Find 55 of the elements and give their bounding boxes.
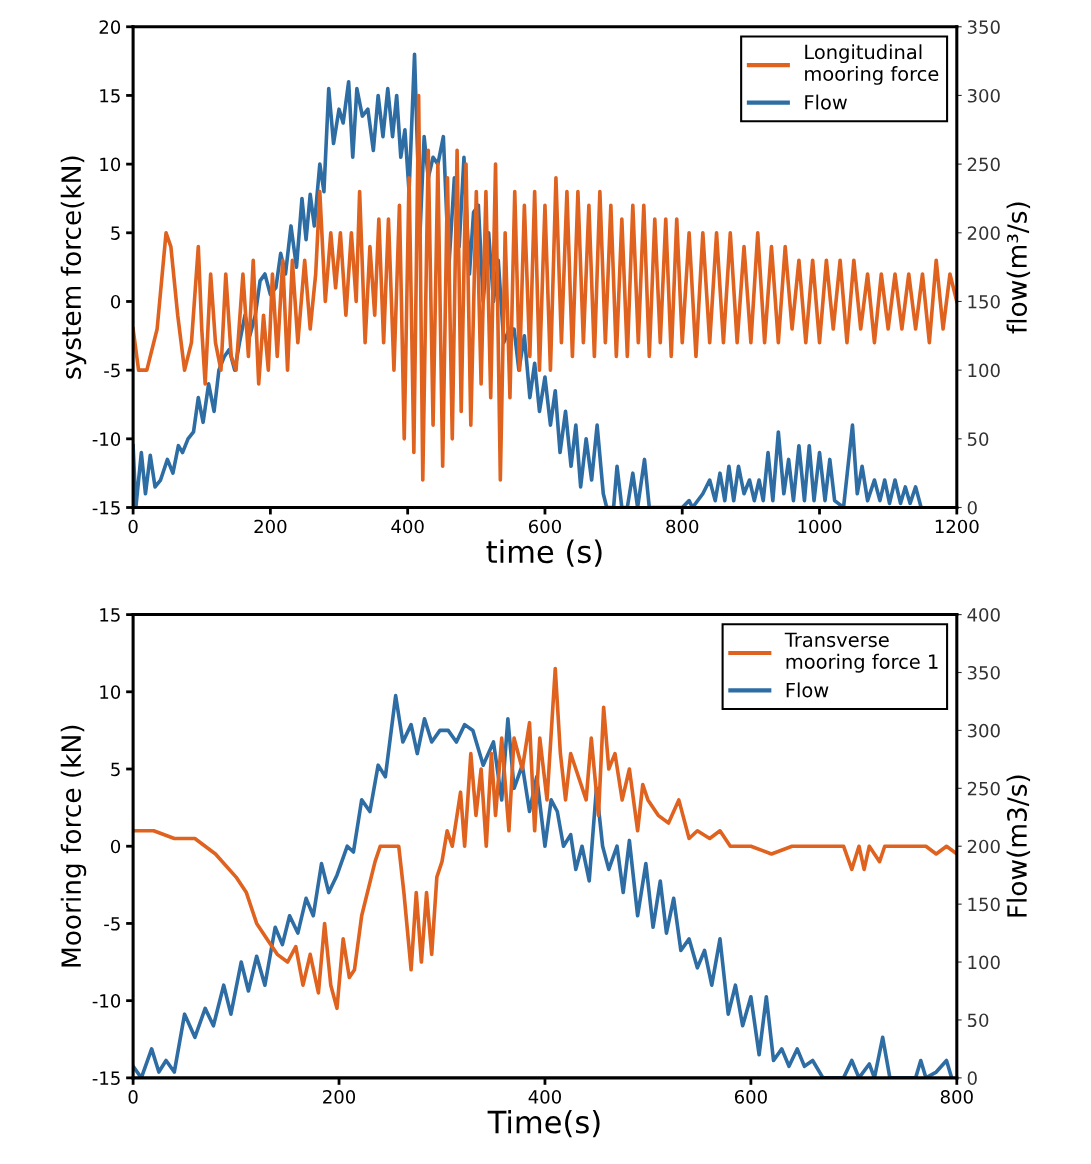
- legend-label: Flow: [786, 682, 829, 698]
- y-tick-label: -10: [92, 432, 121, 446]
- x-tick-label: 1000: [798, 519, 842, 534]
- legend-label: Flow: [805, 94, 847, 110]
- y2-tick-label: 350: [967, 665, 1000, 680]
- y2-tick-label: 50: [967, 432, 989, 446]
- x-tick-label: 600: [734, 1089, 767, 1104]
- y-axis-title: Mooring force (kN): [60, 725, 87, 967]
- y2-tick-label: 400: [967, 608, 1000, 622]
- y2-tick-label: 300: [967, 88, 1000, 103]
- y-tick-label: 15: [100, 608, 120, 622]
- y-tick-label: -5: [104, 363, 120, 378]
- y2-tick-label: 0: [967, 1071, 977, 1085]
- x-tick-label: 1200: [935, 519, 979, 534]
- y-tick-label: 0: [111, 839, 121, 854]
- y-tick-label: 20: [99, 20, 121, 34]
- y2-tick-label: 300: [967, 723, 1000, 738]
- x-tick-label: 800: [940, 1089, 973, 1104]
- y2-tick-label: 350: [967, 20, 1000, 34]
- y2-tick-label: 50: [967, 1013, 989, 1028]
- y2-axis-title: Flow(m3/s): [1006, 775, 1031, 917]
- y-tick-label: 5: [111, 226, 120, 240]
- y2-tick-label: 0: [967, 500, 977, 515]
- y-tick-label: -10: [92, 994, 121, 1008]
- x-tick-label: 600: [528, 519, 561, 534]
- y2-tick-label: 150: [968, 897, 1000, 912]
- y2-tick-label: 150: [968, 294, 1000, 309]
- y-axis-title: system force(kN): [60, 156, 87, 379]
- y2-tick-label: 250: [967, 157, 1000, 172]
- y2-tick-label: 200: [967, 226, 1000, 240]
- y-tick-label: 10: [100, 685, 121, 699]
- legend-label: Longitudinal mooring force: [805, 44, 939, 85]
- y2-axis-title: flow(m³/s): [1006, 202, 1031, 334]
- x-tick-label: 200: [254, 519, 287, 534]
- y2-tick-label: 250: [967, 781, 1000, 796]
- legend-label: Transverse mooring force 1: [784, 632, 938, 673]
- y2-tick-label: 100: [968, 363, 1000, 378]
- y2-tick-label: 100: [968, 955, 1000, 970]
- y-tick-label: 0: [111, 294, 121, 309]
- y-tick-label: 5: [111, 762, 120, 777]
- x-tick-label: 0: [128, 519, 138, 534]
- line-series: [133, 93, 957, 482]
- x-tick-label: 800: [666, 519, 699, 534]
- y-tick-label: -15: [92, 1071, 120, 1085]
- x-tick-label: 400: [528, 1089, 561, 1104]
- x-tick-label: 400: [391, 519, 424, 534]
- y-tick-label: -15: [92, 501, 120, 515]
- y-tick-label: 15: [100, 89, 120, 103]
- y-tick-label: 10: [100, 157, 121, 172]
- y-tick-label: -5: [104, 917, 120, 931]
- y2-tick-label: 200: [967, 839, 1000, 854]
- x-tick-label: 0: [128, 1089, 138, 1104]
- x-axis-title: Time(s): [487, 1109, 600, 1138]
- x-axis-title: time (s): [486, 539, 602, 567]
- x-tick-label: 200: [323, 1089, 356, 1104]
